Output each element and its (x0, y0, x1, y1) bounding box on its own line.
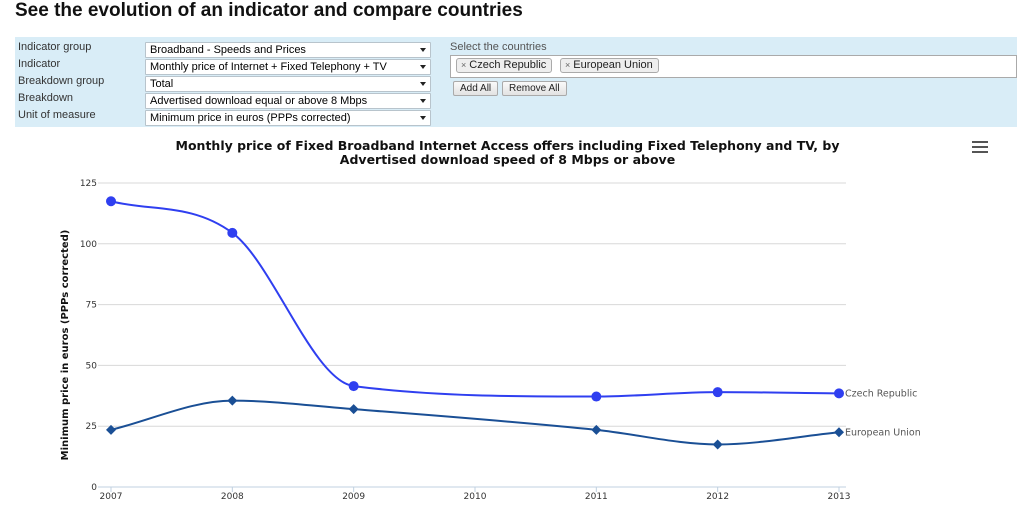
y-axis-title: Minimum price in euros (PPPs corrected) (60, 230, 71, 461)
x-tick-label: 2012 (706, 492, 729, 502)
remove-tag-icon[interactable]: × (565, 60, 571, 70)
breakdown-group-select[interactable]: Total (145, 76, 431, 92)
x-tick-label: 2013 (828, 492, 851, 502)
indicator-value: Monthly price of Internet + Fixed Teleph… (150, 61, 387, 73)
data-point (834, 388, 844, 399)
x-tick-label: 2007 (100, 492, 123, 502)
country-tag-label: European Union (573, 59, 653, 71)
breakdown-label: Breakdown (18, 92, 74, 104)
unit-of-measure-label: Unit of measure (18, 109, 96, 121)
breakdown-select[interactable]: Advertised download equal or above 8 Mbp… (145, 93, 431, 109)
y-tick-label: 25 (86, 422, 97, 432)
remove-tag-icon[interactable]: × (461, 60, 467, 70)
chevron-down-icon (420, 82, 426, 86)
y-tick-label: 125 (80, 179, 97, 189)
indicator-group-value: Broadband - Speeds and Prices (150, 44, 306, 56)
country-tag-czech-republic: × Czech Republic (456, 58, 553, 73)
page-heading: See the evolution of an indicator and co… (15, 0, 523, 21)
indicator-group-label: Indicator group (18, 41, 92, 53)
data-point (712, 387, 723, 398)
remove-all-button[interactable]: Remove All (502, 81, 567, 96)
indicator-group-select[interactable]: Broadband - Speeds and Prices (145, 42, 431, 58)
data-point (712, 439, 723, 450)
filter-panel: Indicator group Broadband - Speeds and P… (15, 37, 1017, 127)
indicator-label: Indicator (18, 58, 61, 70)
breakdown-group-value: Total (150, 78, 174, 90)
x-tick-label: 2011 (585, 492, 608, 502)
countries-multiselect[interactable]: × Czech Republic × European Union (450, 55, 1017, 78)
breakdown-group-label: Breakdown group (18, 75, 105, 87)
breakdown-value: Advertised download equal or above 8 Mbp… (150, 95, 368, 107)
chevron-down-icon (420, 48, 426, 52)
chevron-down-icon (420, 116, 426, 120)
unit-of-measure-value: Minimum price in euros (PPPs corrected) (150, 112, 351, 124)
series-end-label: Czech Republic (845, 388, 917, 399)
data-point (348, 381, 359, 392)
unit-of-measure-select[interactable]: Minimum price in euros (PPPs corrected) (145, 110, 431, 126)
y-tick-label: 75 (86, 301, 97, 311)
series-end-label: European Union (845, 427, 921, 438)
y-tick-label: 100 (80, 240, 97, 250)
add-all-button[interactable]: Add All (453, 81, 499, 96)
indicator-select[interactable]: Monthly price of Internet + Fixed Teleph… (145, 59, 431, 75)
x-tick-label: 2008 (221, 492, 244, 502)
country-tag-label: Czech Republic (469, 59, 547, 71)
y-tick-label: 50 (86, 361, 98, 371)
x-tick-label: 2010 (464, 492, 487, 502)
hamburger-menu-icon[interactable] (972, 141, 988, 153)
chevron-down-icon (420, 99, 426, 103)
country-tag-european-union: × European Union (560, 58, 659, 73)
series-line (110, 399, 840, 446)
data-point (227, 227, 238, 238)
data-point (591, 424, 602, 435)
chart-title: Monthly price of Fixed Broadband Interne… (175, 138, 840, 167)
countries-label: Select the countries (450, 41, 547, 53)
data-point (591, 391, 602, 402)
series-line (110, 200, 840, 398)
data-point (227, 395, 238, 406)
data-point (348, 404, 359, 415)
chevron-down-icon (420, 65, 426, 69)
y-tick-label: 0 (91, 483, 97, 493)
data-point (106, 196, 116, 207)
data-point (106, 424, 116, 435)
data-point (834, 427, 844, 438)
x-tick-label: 2009 (342, 492, 365, 502)
